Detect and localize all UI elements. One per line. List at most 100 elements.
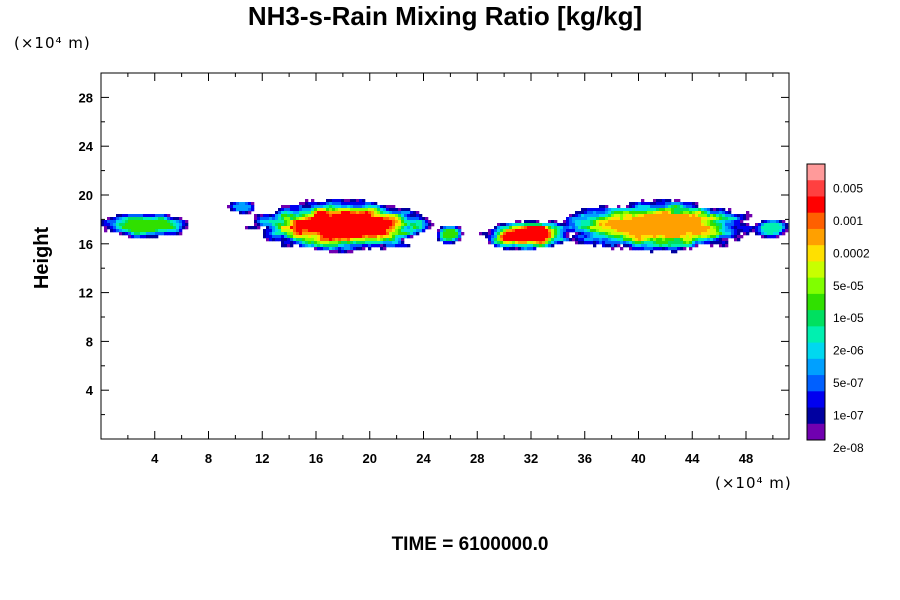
field-cell bbox=[560, 223, 564, 227]
field-cell bbox=[575, 238, 579, 242]
field-cell bbox=[575, 214, 579, 218]
field-cell bbox=[302, 244, 306, 248]
field-cell bbox=[539, 244, 543, 248]
field-cell bbox=[269, 226, 273, 230]
field-cell bbox=[365, 214, 369, 218]
field-cell bbox=[698, 208, 702, 212]
field-cell bbox=[533, 241, 537, 245]
field-cell bbox=[275, 238, 279, 242]
field-cell bbox=[605, 235, 609, 239]
field-cell bbox=[671, 202, 675, 206]
field-cell bbox=[437, 235, 441, 239]
field-cell bbox=[449, 241, 453, 245]
field-cell bbox=[362, 244, 366, 248]
field-cell bbox=[128, 223, 132, 227]
field-cell bbox=[395, 208, 399, 212]
field-cell bbox=[689, 238, 693, 242]
field-cell bbox=[386, 211, 390, 215]
field-cell bbox=[308, 244, 312, 248]
field-cell bbox=[296, 205, 300, 209]
field-cell bbox=[716, 217, 720, 221]
field-cell bbox=[458, 232, 462, 236]
field-cell bbox=[287, 241, 291, 245]
field-cell bbox=[401, 226, 405, 230]
field-cell bbox=[368, 214, 372, 218]
field-cell bbox=[638, 217, 642, 221]
field-cell bbox=[233, 202, 237, 206]
field-cell bbox=[614, 220, 618, 224]
field-cell bbox=[344, 202, 348, 206]
field-cell bbox=[377, 211, 381, 215]
field-cell bbox=[524, 241, 528, 245]
field-cell bbox=[257, 226, 261, 230]
field-cell bbox=[542, 232, 546, 236]
field-cell bbox=[296, 211, 300, 215]
field-cell bbox=[164, 232, 168, 236]
field-cell bbox=[122, 226, 126, 230]
field-cell bbox=[311, 238, 315, 242]
field-cell bbox=[647, 235, 651, 239]
field-cell bbox=[776, 229, 780, 233]
field-cell bbox=[551, 238, 555, 242]
field-cell bbox=[644, 208, 648, 212]
field-cell bbox=[500, 229, 504, 233]
field-cell bbox=[512, 247, 516, 251]
x-tick-label: 48 bbox=[739, 451, 753, 466]
field-cell bbox=[458, 238, 462, 242]
field-cell bbox=[650, 238, 654, 242]
field-cell bbox=[341, 229, 345, 233]
field-cell bbox=[581, 226, 585, 230]
field-cell bbox=[296, 232, 300, 236]
field-cell bbox=[320, 235, 324, 239]
field-cell bbox=[296, 214, 300, 218]
field-cell bbox=[386, 238, 390, 242]
field-cell bbox=[158, 220, 162, 224]
field-cell bbox=[425, 223, 429, 227]
field-cell bbox=[740, 229, 744, 233]
field-cell bbox=[251, 202, 255, 206]
field-cell bbox=[617, 214, 621, 218]
field-cell bbox=[491, 232, 495, 236]
field-cell bbox=[650, 208, 654, 212]
field-cell bbox=[596, 217, 600, 221]
field-cell bbox=[377, 214, 381, 218]
field-cell bbox=[146, 226, 150, 230]
field-cell bbox=[674, 226, 678, 230]
field-cell bbox=[383, 211, 387, 215]
field-cell bbox=[593, 214, 597, 218]
field-cell bbox=[380, 205, 384, 209]
field-cell bbox=[254, 223, 258, 227]
field-cell bbox=[143, 223, 147, 227]
field-cell bbox=[440, 229, 444, 233]
field-cell bbox=[620, 232, 624, 236]
field-cell bbox=[563, 226, 567, 230]
field-cell bbox=[287, 226, 291, 230]
x-tick-label: 24 bbox=[416, 451, 431, 466]
chart-title: NH3-s-Rain Mixing Ratio [kg/kg] bbox=[248, 1, 642, 31]
field-cell bbox=[386, 241, 390, 245]
field-cell bbox=[599, 208, 603, 212]
field-cell bbox=[641, 211, 645, 215]
field-cell bbox=[266, 229, 270, 233]
field-cell bbox=[626, 217, 630, 221]
field-cell bbox=[536, 235, 540, 239]
field-cell bbox=[308, 205, 312, 209]
field-cell bbox=[632, 247, 636, 251]
field-cell bbox=[683, 247, 687, 251]
field-cell bbox=[662, 232, 666, 236]
field-cell bbox=[416, 223, 420, 227]
field-cell bbox=[524, 235, 528, 239]
field-cell bbox=[494, 244, 498, 248]
field-cell bbox=[605, 229, 609, 233]
field-cell bbox=[644, 205, 648, 209]
field-cell bbox=[566, 217, 570, 221]
field-cell bbox=[170, 220, 174, 224]
field-cell bbox=[236, 202, 240, 206]
field-cell bbox=[779, 223, 783, 227]
field-cell bbox=[353, 247, 357, 251]
field-cell bbox=[398, 241, 402, 245]
colorbar-swatch bbox=[807, 277, 825, 295]
field-cell bbox=[311, 217, 315, 221]
field-cell bbox=[155, 214, 159, 218]
